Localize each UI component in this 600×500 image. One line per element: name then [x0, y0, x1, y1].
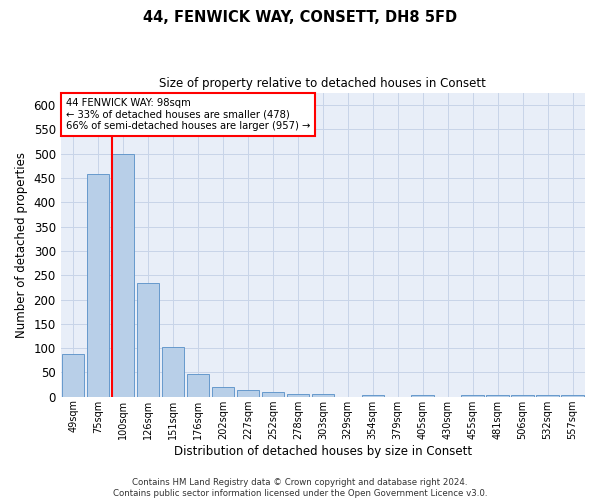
Bar: [362, 394, 384, 396]
Bar: [287, 394, 309, 396]
Text: 44, FENWICK WAY, CONSETT, DH8 5FD: 44, FENWICK WAY, CONSETT, DH8 5FD: [143, 10, 457, 25]
Bar: [511, 394, 534, 396]
Bar: [262, 392, 284, 396]
Bar: [561, 394, 584, 396]
Bar: [461, 394, 484, 396]
Bar: [536, 394, 559, 396]
Bar: [236, 390, 259, 396]
Bar: [412, 394, 434, 396]
Title: Size of property relative to detached houses in Consett: Size of property relative to detached ho…: [160, 78, 486, 90]
Bar: [212, 387, 234, 396]
Bar: [162, 346, 184, 397]
Y-axis label: Number of detached properties: Number of detached properties: [15, 152, 28, 338]
Bar: [87, 174, 109, 396]
Bar: [311, 394, 334, 396]
X-axis label: Distribution of detached houses by size in Consett: Distribution of detached houses by size …: [174, 444, 472, 458]
Bar: [137, 282, 159, 397]
Bar: [487, 394, 509, 396]
Bar: [62, 354, 85, 397]
Bar: [187, 374, 209, 396]
Text: Contains HM Land Registry data © Crown copyright and database right 2024.
Contai: Contains HM Land Registry data © Crown c…: [113, 478, 487, 498]
Text: 44 FENWICK WAY: 98sqm
← 33% of detached houses are smaller (478)
66% of semi-det: 44 FENWICK WAY: 98sqm ← 33% of detached …: [66, 98, 310, 131]
Bar: [112, 154, 134, 396]
